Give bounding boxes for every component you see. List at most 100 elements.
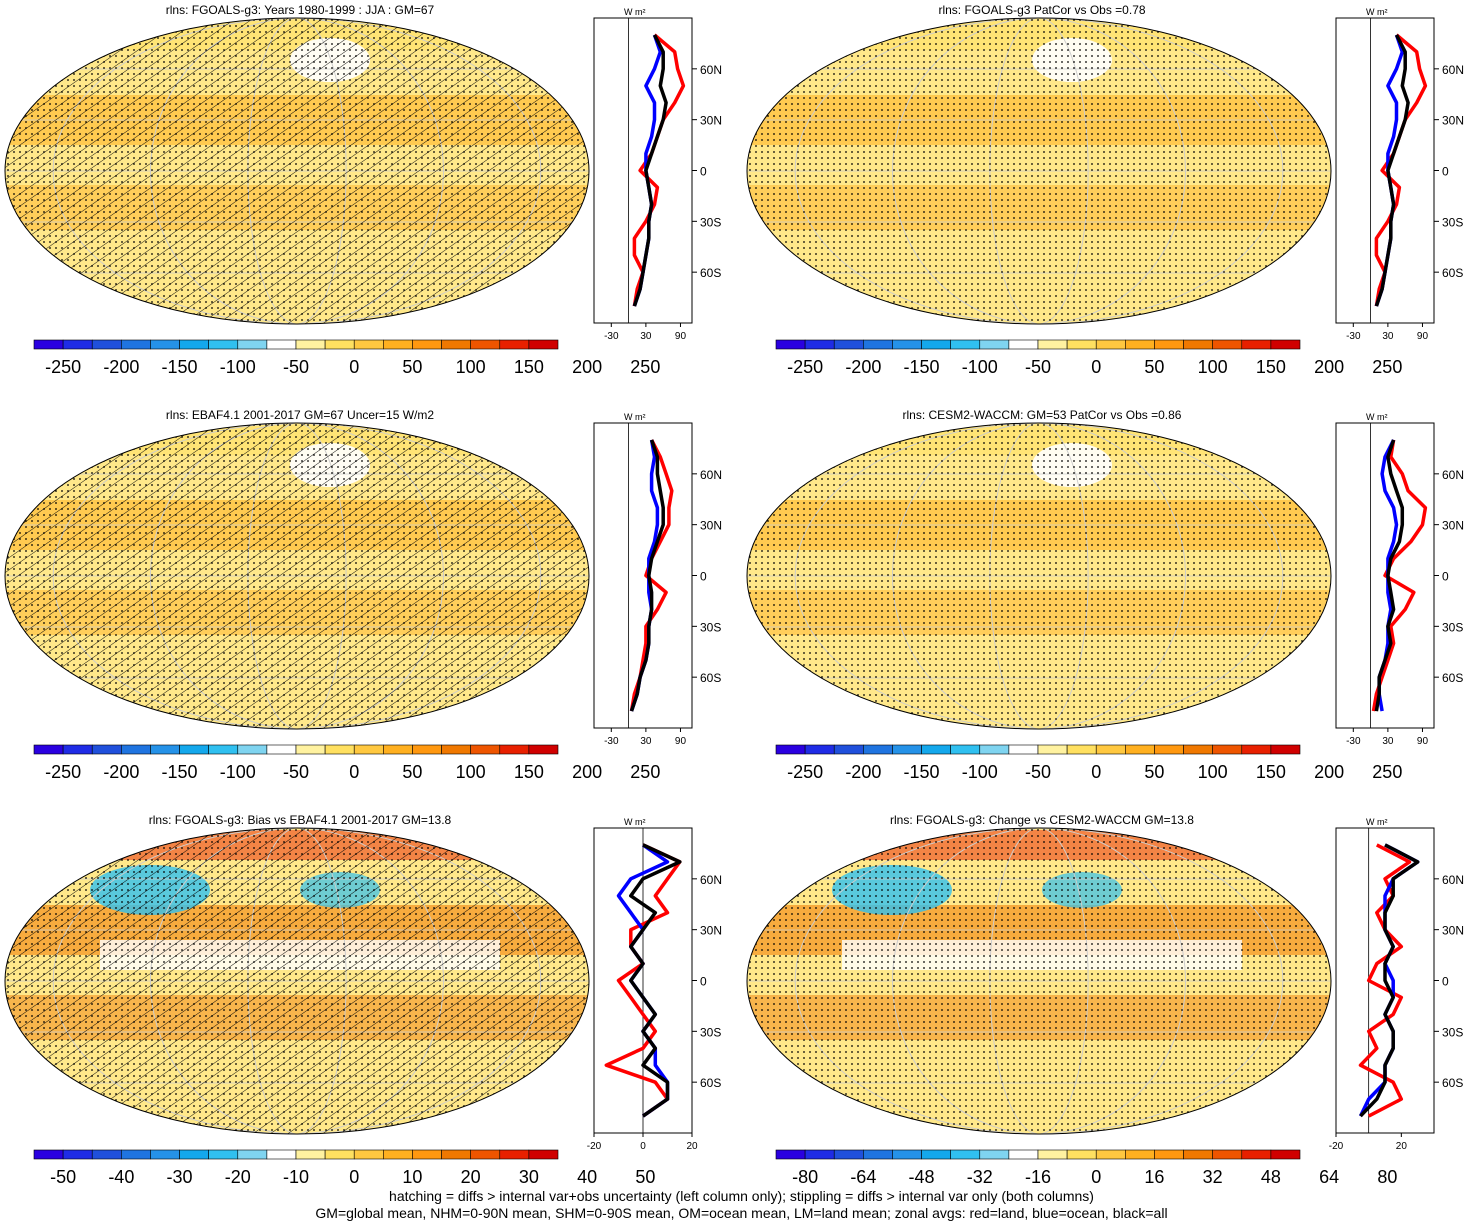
map-fill [747, 828, 1331, 1134]
colorbar-swatch [383, 744, 413, 755]
map-outline [746, 827, 1332, 1135]
colorbar-swatch [91, 1149, 122, 1160]
panel-title: rlns: FGOALS-g3 PatCor vs Obs =0.78 [938, 3, 1146, 17]
colorbar-tick-label: -40 [108, 1167, 134, 1187]
colorbar-tick-label: 16 [1144, 1167, 1164, 1187]
panel-fgoals-jja: rlns: FGOALS-g3: Years 1980-1999 : JJA :… [0, 0, 741, 405]
colorbar-swatch [470, 1149, 501, 1160]
panel-title: rlns: FGOALS-g3: Bias vs EBAF4.1 2001-20… [148, 813, 452, 827]
colorbar-tick-label: 50 [402, 357, 422, 377]
colorbar-tick-label: -150 [904, 762, 940, 782]
map-fill [747, 423, 1331, 729]
colorbar-swatch [892, 744, 922, 755]
colorbar-swatch [208, 339, 239, 350]
zonal-series-all [629, 843, 682, 1118]
colorbar-swatch [1241, 744, 1272, 755]
colorbar-swatch [179, 744, 209, 755]
zonal-x-tick: -20 [1329, 1141, 1344, 1152]
map-and-zonal-figure: -50 -40 -30 -20 -10 0 10 20 30 40 50 W m² 60N 30N 0 30S… [4, 817, 722, 1187]
panel-title: rlns: FGOALS-g3: Change vs CESM2-WACCM G… [890, 813, 1194, 827]
zonal-x-tick: 30 [1382, 331, 1394, 342]
colorbar-swatch [804, 1149, 835, 1160]
colorbar-swatch [921, 1149, 951, 1160]
colorbar-tick-label: -30 [167, 1167, 193, 1187]
colorbar-swatch [1270, 744, 1301, 755]
zonal-x-tick: -30 [604, 331, 619, 342]
colorbar-tick-label: 150 [1256, 762, 1286, 782]
colorbar-tick-label: 50 [1144, 762, 1164, 782]
colorbar-swatch [833, 339, 864, 350]
colorbar-swatch [833, 1149, 864, 1160]
colorbar-swatch [979, 1149, 1010, 1160]
colorbar-tick-label: -20 [225, 1167, 251, 1187]
zonal-series-land [604, 843, 682, 1118]
colorbar-tick-label: 250 [630, 762, 660, 782]
colorbar-swatch [266, 744, 297, 755]
zonal-x-tick: 20 [686, 1141, 698, 1152]
colorbar-swatch [1270, 339, 1301, 350]
colorbar-tick-label: -50 [283, 357, 309, 377]
zonal-plot-frame [593, 422, 693, 729]
zonal-lat-tick: 30S [1442, 620, 1463, 634]
colorbar-swatch [324, 1149, 355, 1160]
colorbar-tick-label: 10 [402, 1167, 422, 1187]
map-outline [4, 422, 590, 730]
colorbar-tick-label: 0 [1091, 357, 1101, 377]
colorbar-tick-label: -50 [1025, 762, 1051, 782]
colorbar-swatch [150, 1149, 180, 1160]
zonal-x-tick: 30 [640, 736, 652, 747]
map-and-zonal-figure: -250 -200 -150 -100 -50 0 50 100 150 200 250 W m² 60… [4, 7, 722, 377]
colorbar-swatch [804, 744, 835, 755]
colorbar-swatch [1270, 1149, 1301, 1160]
colorbar-swatch [353, 339, 384, 350]
colorbar-tick-label: 32 [1203, 1167, 1223, 1187]
colorbar-swatch [499, 339, 530, 350]
colorbar-tick-label: 64 [1319, 1167, 1339, 1187]
colorbar-swatch [150, 744, 180, 755]
colorbar-swatch [353, 744, 384, 755]
colorbar-tick-label: 150 [514, 357, 544, 377]
colorbar-tick-label: -100 [220, 357, 256, 377]
zonal-lat-tick: 60N [700, 63, 722, 77]
zonal-lat-tick: 0 [700, 570, 707, 584]
zonal-lat-tick: 60N [1442, 63, 1464, 77]
colorbar-swatch [1095, 339, 1126, 350]
colorbar-swatch [208, 744, 239, 755]
colorbar-tick-label: 50 [1144, 357, 1164, 377]
zonal-series-land [632, 33, 686, 307]
panel-title: rlns: CESM2-WACCM: GM=53 PatCor vs Obs =… [902, 408, 1182, 422]
colorbar-swatch [921, 339, 951, 350]
colorbar-swatch [295, 744, 326, 755]
colorbar-swatch [979, 339, 1010, 350]
colorbar-swatch [383, 339, 413, 350]
zonal-lat-tick: 60S [700, 671, 721, 685]
colorbar-tick-label: 100 [1198, 357, 1228, 377]
colorbar-swatch [1037, 744, 1068, 755]
colorbar-tick-label: -32 [967, 1167, 993, 1187]
map-fill [747, 18, 1331, 324]
zonal-lat-tick: 30N [700, 924, 722, 938]
colorbar-swatch [921, 744, 951, 755]
footer-note-1: hatching = diffs > internal var+obs unce… [389, 1188, 1094, 1204]
zonal-lat-tick: 30S [1442, 1025, 1463, 1039]
colorbar-swatch [470, 339, 501, 350]
colorbar-swatch [892, 339, 922, 350]
colorbar-swatch [91, 339, 122, 350]
colorbar-swatch [1125, 339, 1155, 350]
colorbar-tick-label: -150 [162, 762, 198, 782]
zonal-x-tick: 90 [675, 331, 687, 342]
colorbar-swatch [295, 1149, 326, 1160]
colorbar-tick-label: -200 [845, 762, 881, 782]
zonal-unit-label: W m² [624, 7, 646, 17]
zonal-x-tick: -30 [1346, 736, 1361, 747]
zonal-lat-tick: 30N [1442, 924, 1464, 938]
zonal-lat-tick: 60N [1442, 873, 1464, 887]
colorbar-swatch [863, 339, 893, 350]
colorbar-tick-label: 250 [1372, 762, 1402, 782]
zonal-series-land [629, 439, 674, 712]
panel-cesm2: rlns: CESM2-WACCM: GM=53 PatCor vs Obs =… [742, 405, 1483, 810]
colorbar-tick-label: 80 [1377, 1167, 1397, 1187]
zonal-lat-tick: 60N [1442, 468, 1464, 482]
zonal-lat-tick: 60N [700, 873, 722, 887]
colorbar-swatch [1183, 1149, 1213, 1160]
